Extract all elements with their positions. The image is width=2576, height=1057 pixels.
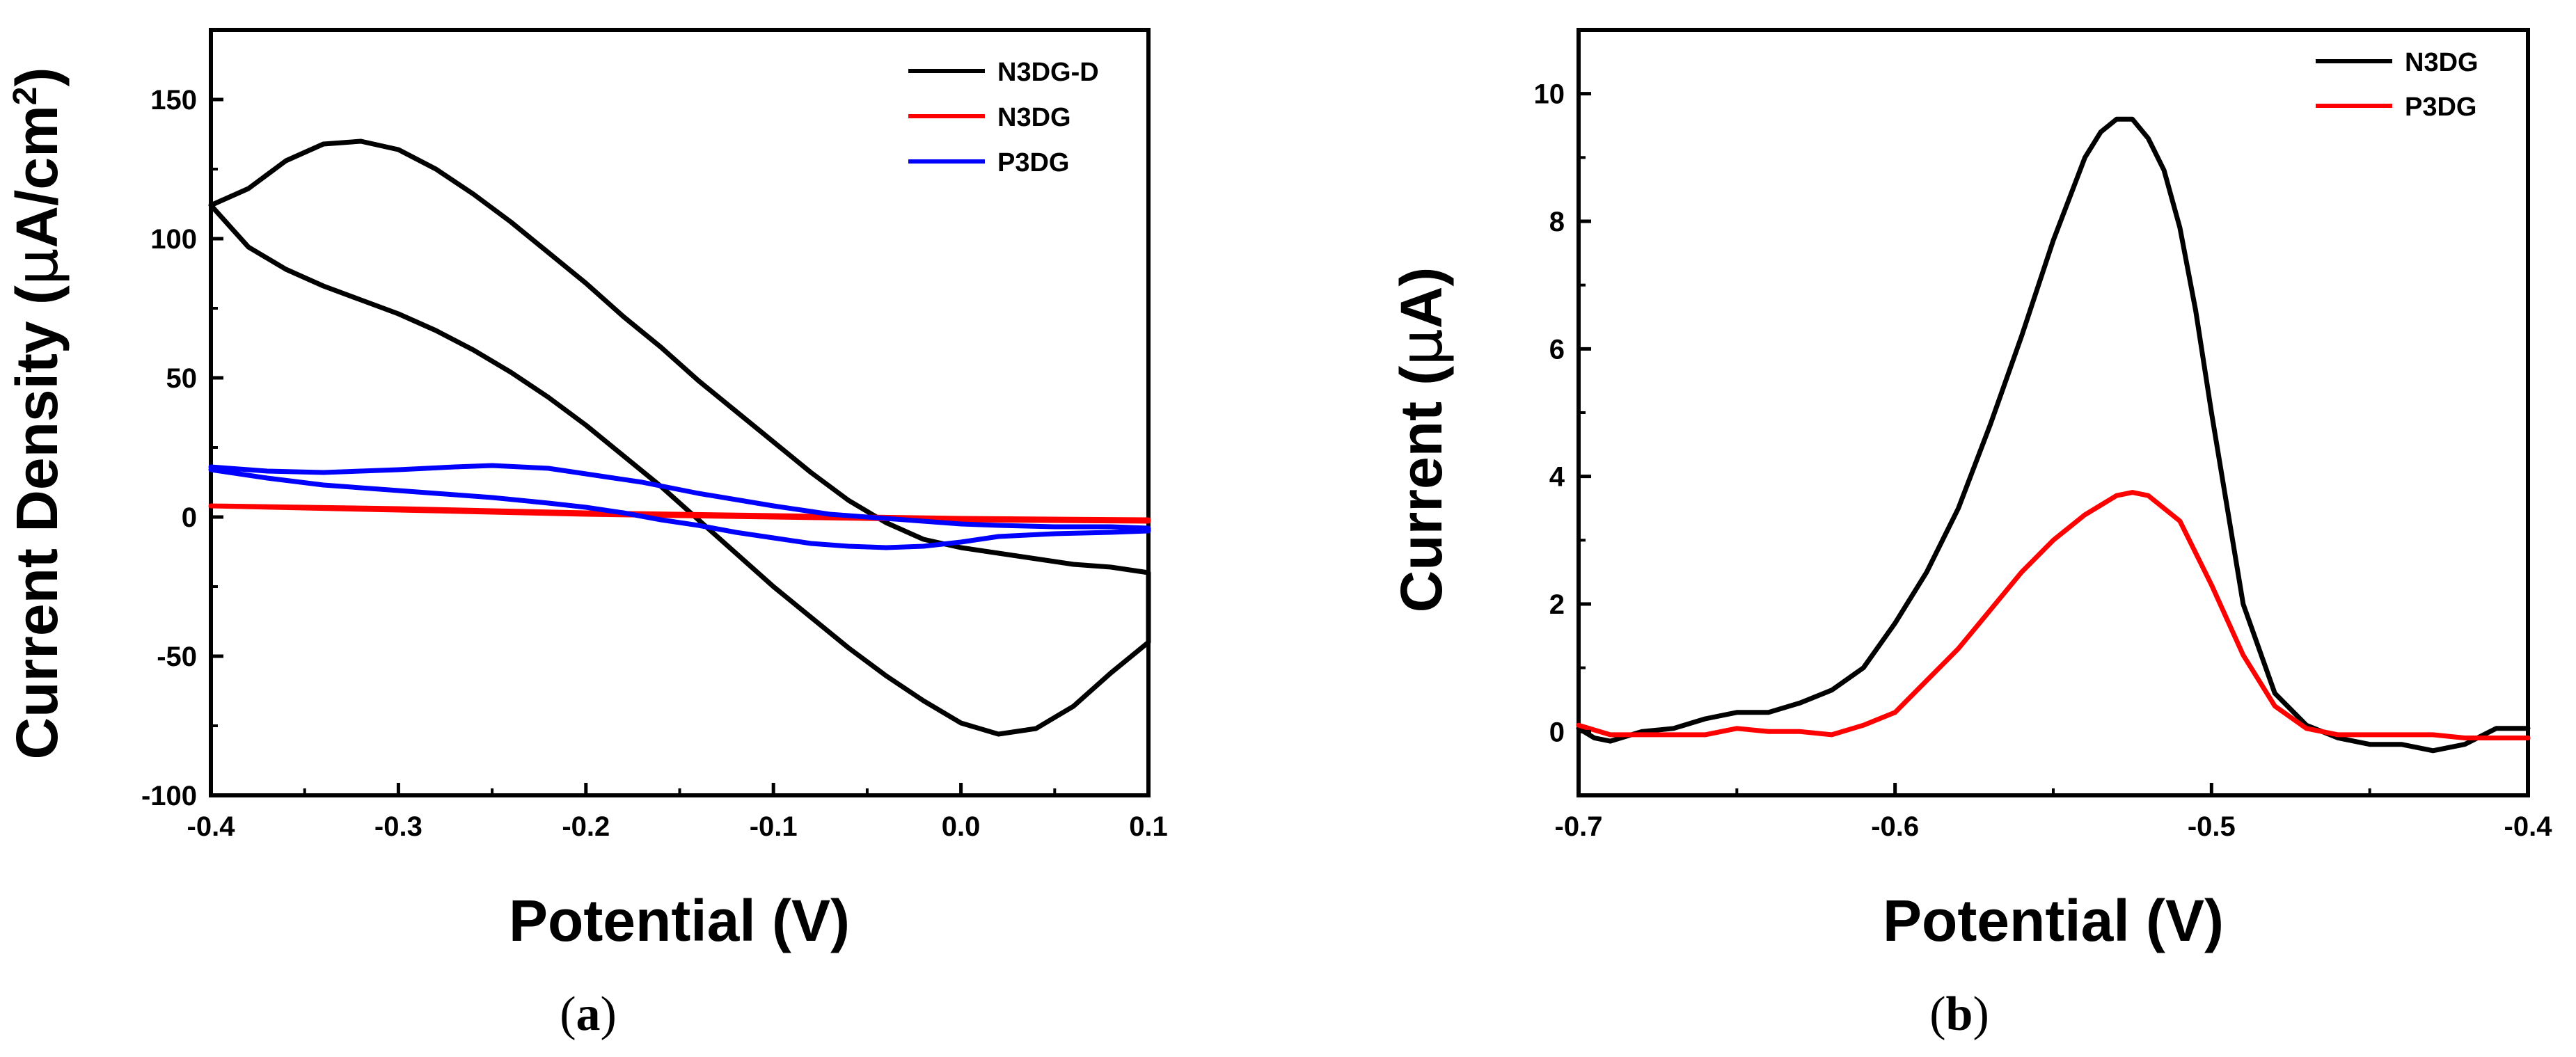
panel-a-series-group	[208, 138, 1151, 737]
legend-a-label-p3dg: P3DG	[997, 148, 1069, 177]
y-tick-label: 0	[1549, 717, 1565, 747]
panel-a-axis-ticks: -0.4 -0.3 -0.2 -0.1 0.0 0.1 -100 -50 0 50 100 150	[141, 85, 1168, 842]
series-line-n3dg	[1576, 116, 2531, 754]
y-tick-label: 50	[166, 363, 198, 394]
y-tick-label: 2	[1549, 589, 1565, 620]
panel-b-plot-frame	[1577, 28, 2530, 797]
x-tick-label: -0.7	[1555, 811, 1603, 842]
legend-a-label-n3dg: N3DG	[997, 103, 1071, 132]
x-tick-label: 0.1	[1129, 811, 1168, 842]
y-tick-label: 10	[1534, 79, 1565, 110]
panel-a-y-axis-title: Current Density (μA/cm2)	[3, 67, 71, 760]
y-tick-label: -50	[157, 642, 197, 672]
y-tick-label: 8	[1549, 207, 1565, 237]
legend-b-label-p3dg: P3DG	[2405, 93, 2476, 122]
y-tick-label: 4	[1549, 462, 1565, 493]
y-tick-label: 100	[150, 224, 197, 255]
x-tick-label: 0.0	[942, 811, 981, 842]
series-line-p3dg	[208, 463, 1151, 550]
legend-a-label-n3dg-d: N3DG-D	[997, 58, 1099, 87]
x-tick-label: -0.4	[2504, 811, 2553, 842]
panel-b-legend: N3DG P3DG	[2316, 48, 2479, 122]
panel-b-series-group	[1576, 116, 2531, 754]
panel-b-label: (b)	[1929, 987, 1989, 1041]
series-line-n3dg	[208, 503, 1151, 524]
y-tick-label: 0	[182, 502, 197, 533]
x-tick-label: -0.6	[1871, 811, 1919, 842]
panel-b-x-axis-title: Potential (V)	[1883, 888, 2224, 953]
panel-b-chart: -0.7 -0.6 -0.5 -0.4 0 2 4 6 8 10 N3DG P3DG Potent…	[1387, 28, 2553, 1041]
panel-a-label: (a)	[560, 987, 617, 1041]
x-tick-label: -0.1	[750, 811, 798, 842]
panel-a-chart: -0.4 -0.3 -0.2 -0.1 0.0 0.1 -100 -50 0 50 100 150 N…	[3, 28, 1168, 1041]
y-tick-label: 6	[1549, 334, 1565, 365]
panel-b-y-axis-title: Current (μA)	[1387, 267, 1455, 613]
panel-a-legend: N3DG-D N3DG P3DG	[908, 58, 1099, 177]
legend-b-label-n3dg: N3DG	[2405, 48, 2479, 77]
x-tick-label: -0.5	[2188, 811, 2236, 842]
panel-b-axis-ticks: -0.7 -0.6 -0.5 -0.4 0 2 4 6 8 10	[1534, 79, 2553, 842]
x-tick-label: -0.4	[187, 811, 236, 842]
series-line-p3dg	[1576, 490, 2531, 740]
series-line-n3dg-d	[208, 138, 1151, 737]
y-tick-label: -100	[141, 781, 197, 811]
panel-a-x-axis-title: Potential (V)	[509, 888, 850, 953]
x-tick-label: -0.3	[374, 811, 422, 842]
y-tick-label: 150	[150, 85, 197, 116]
panel-a-plot-frame	[209, 28, 1151, 797]
x-tick-label: -0.2	[562, 811, 610, 842]
